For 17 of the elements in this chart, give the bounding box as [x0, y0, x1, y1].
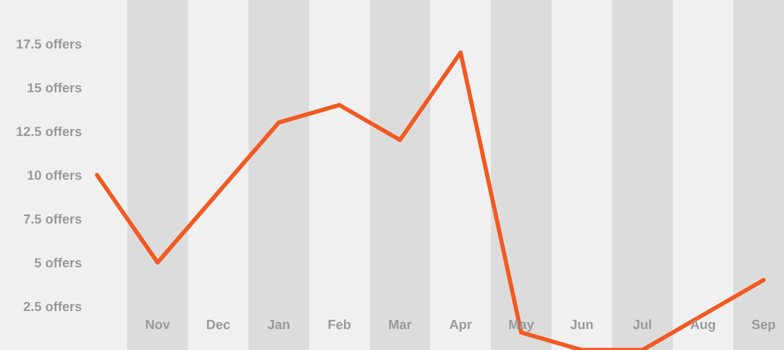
y-tick-label: 7.5 offers: [24, 214, 82, 224]
y-tick-label: 5 offers: [34, 258, 82, 268]
y-tick-label: 15 offers: [28, 82, 82, 92]
y-tick-label: 10 offers: [28, 170, 82, 180]
x-tick-label: Mar: [389, 320, 412, 330]
x-tick-label: Dec: [206, 320, 230, 330]
x-tick-label: Sep: [752, 320, 776, 332]
y-tick-label: 2.5 offers: [24, 301, 82, 312]
x-tick-label: Jul: [633, 319, 651, 330]
x-tick-label: Apr: [450, 320, 472, 332]
x-tick-label: Feb: [328, 319, 351, 330]
x-tick-label: Jan: [268, 320, 290, 330]
x-tick-label: Nov: [146, 320, 170, 330]
y-tick-label: 12.5 offers: [16, 126, 82, 136]
x-tick-label: Jun: [570, 320, 593, 330]
x-tick-label: Aug: [690, 320, 715, 332]
y-tick-label: 17.5 offers: [16, 38, 82, 49]
